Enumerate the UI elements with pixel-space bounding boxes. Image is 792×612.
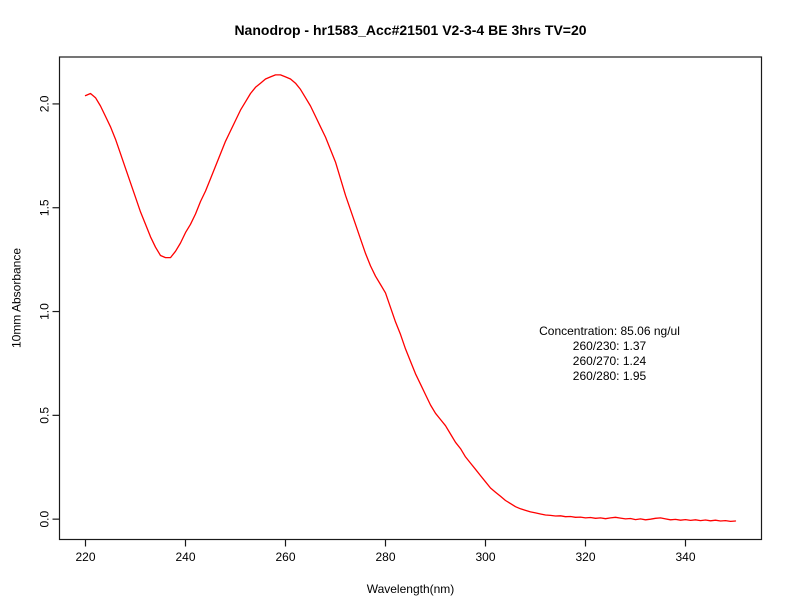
chart-title: Nanodrop - hr1583_Acc#21501 V2-3-4 BE 3h… [234,22,586,38]
y-tick-label: 0.0 [38,510,52,527]
annotation-line: 260/280: 1.95 [573,369,647,383]
x-tick-label: 240 [175,550,195,564]
y-tick-label: 1.0 [38,303,52,320]
annotation-line: Concentration: 85.06 ng/ul [539,324,680,338]
x-tick-label: 220 [75,550,95,564]
x-tick-label: 280 [375,550,395,564]
x-tick-label: 300 [475,550,495,564]
y-tick-label: 1.5 [38,199,52,216]
y-axis-label: 10mm Absorbance [10,248,24,348]
x-axis-label: Wavelength(nm) [367,582,455,596]
x-tick-label: 340 [675,550,695,564]
x-tick-label: 320 [575,550,595,564]
y-axis-ticks: 0.0 0.5 1.0 1.5 2.0 [38,95,60,527]
plot-box [58,56,763,541]
x-axis-ticks: 220 240 260 280 300 320 340 [75,539,696,564]
y-tick-label: 2.0 [38,95,52,112]
absorbance-curve [84,74,737,523]
x-tick-label: 260 [275,550,295,564]
annotation-line: 260/230: 1.37 [573,339,647,353]
annotation-line: 260/270: 1.24 [573,354,647,368]
y-tick-label: 0.5 [38,407,52,424]
